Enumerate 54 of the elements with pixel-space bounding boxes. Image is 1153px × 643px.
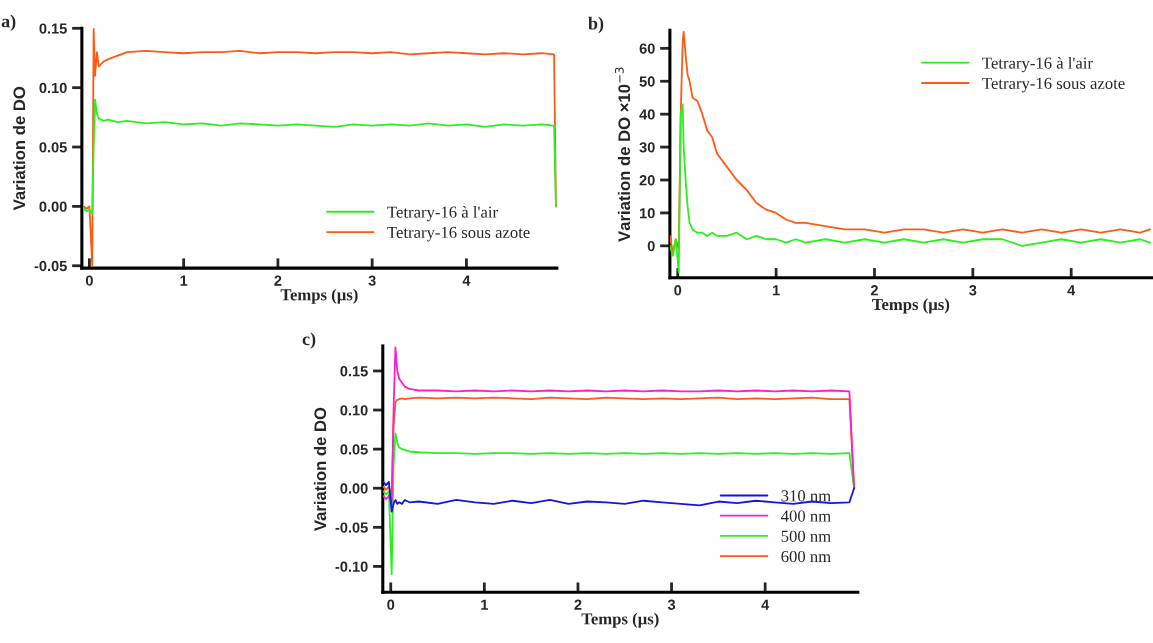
y-tick-label: 0 xyxy=(647,240,655,252)
y-tick-label: -0.05 xyxy=(34,260,67,272)
y-tick-label: 30 xyxy=(639,142,655,153)
x-tick-label: 3 xyxy=(667,599,676,610)
y-tick-label: -0.10 xyxy=(335,561,368,572)
y-tick-label: 0.15 xyxy=(340,366,368,377)
y-tick-label: 0.05 xyxy=(39,142,67,153)
x-tick-label: 1 xyxy=(772,285,780,296)
y-tick-label: 0.05 xyxy=(340,444,368,455)
y-tick-label: 20 xyxy=(639,175,655,186)
legend-label: Tetrary-16 à l'air xyxy=(387,206,498,222)
x-tick-label: 0 xyxy=(387,599,395,610)
x-tick-label: 4 xyxy=(462,275,471,286)
legend-label: 600 nm xyxy=(781,550,831,563)
x-tick-label: 2 xyxy=(870,285,878,296)
legend-label: Tetrary-16 sous azote xyxy=(387,226,530,242)
x-axis-title: Temps (µs) xyxy=(581,612,659,628)
y-tick-label: 60 xyxy=(639,43,655,54)
y-axis-title: Variation de DO ×10$^{−3}$ xyxy=(614,67,631,242)
y-tick-label: -0.05 xyxy=(335,522,368,533)
legend-label: 310 nm xyxy=(781,490,831,502)
y-tick-label: 10 xyxy=(640,208,655,219)
y-tick-label: 40 xyxy=(639,109,655,120)
x-axis-title: Temps (µs) xyxy=(280,288,358,304)
line-series xyxy=(82,28,557,267)
legend-label: 400 nm xyxy=(781,510,831,522)
line-series xyxy=(382,346,855,505)
y-tick-label: 0.00 xyxy=(340,483,368,494)
y-tick-label: 0.15 xyxy=(39,23,67,34)
chart-title: a) xyxy=(1,14,16,31)
x-axis-title: Temps (µs) xyxy=(872,298,950,314)
x-tick-label: 3 xyxy=(368,275,376,286)
y-tick-label: 50 xyxy=(639,76,655,87)
legend-label: 500 nm xyxy=(781,530,831,542)
chart-title: b) xyxy=(588,16,604,34)
chart-title: c) xyxy=(302,332,316,349)
y-axis-title: Variation de DO xyxy=(313,407,327,531)
y-axis-title: Variation de DO xyxy=(12,86,26,211)
x-tick-label: 4 xyxy=(1067,285,1076,296)
x-tick-label: 2 xyxy=(574,599,582,610)
line-series xyxy=(669,103,1151,274)
y-tick-label: 0.10 xyxy=(39,82,67,94)
x-tick-label: 0 xyxy=(85,275,93,286)
y-tick-label: 0.10 xyxy=(340,405,368,416)
x-tick-label: 0 xyxy=(674,285,682,296)
x-tick-label: 2 xyxy=(274,275,282,286)
x-tick-label: 4 xyxy=(761,599,770,610)
x-tick-label: 1 xyxy=(180,275,188,286)
line-series xyxy=(382,432,855,576)
x-tick-label: 1 xyxy=(481,599,488,610)
y-tick-label: 0.00 xyxy=(39,201,67,212)
legend-label: Tetrary-16 à l'air xyxy=(982,56,1093,73)
legend-label: Tetrary-16 sous azote xyxy=(982,77,1125,93)
x-tick-label: 3 xyxy=(969,285,977,296)
